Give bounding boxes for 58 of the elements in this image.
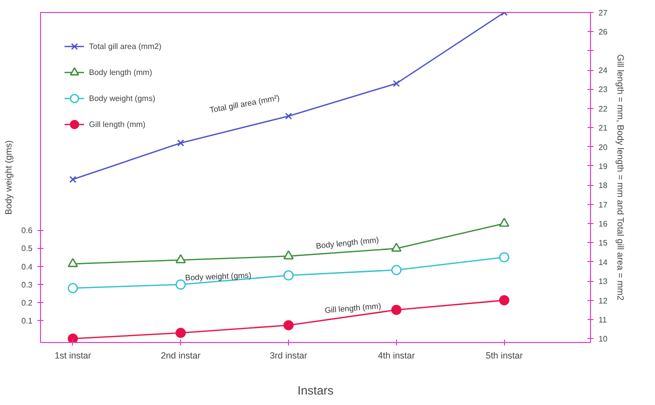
annotation: Gill length (mm) (324, 302, 382, 316)
y-tick-label: 0.5 (21, 244, 34, 254)
y-axis-title: Body weight (gms) (3, 140, 14, 215)
y2-tick-label: 23 (598, 85, 608, 94)
x-tick-label: 2nd instar (160, 350, 200, 360)
y2-tick-label: 14 (598, 258, 608, 267)
point (176, 328, 186, 338)
y-tick-label: 0.3 (21, 280, 34, 290)
point (499, 252, 510, 262)
y-tick-label: 0.6 (21, 226, 34, 236)
point (68, 334, 78, 342)
x-tick-label: 4th instar (378, 350, 415, 360)
point (177, 139, 184, 146)
point (69, 176, 76, 183)
y2-tick-label: 26 (598, 28, 608, 37)
legend-label: Body weight (gms) (89, 94, 156, 102)
point (499, 295, 510, 306)
point (499, 218, 510, 227)
y2-tick-label: 24 (598, 66, 608, 76)
y2-tick-label: 19 (598, 162, 608, 171)
y2-tick-label: 16 (598, 220, 608, 229)
annotation: Body weight (gms) (184, 270, 252, 282)
point (392, 80, 400, 87)
point (391, 264, 402, 276)
y2-tick-label: 10 (598, 334, 608, 344)
y2-tick-label: 20 (598, 142, 608, 152)
x-tick-label: 5th instar (486, 350, 523, 360)
legend-label: Total gill area (mm2) (89, 42, 162, 50)
y-tick-label: 0.2 (21, 298, 34, 308)
y-tick-label: 0.4 (21, 262, 34, 272)
annotation: Body length (mm) (316, 235, 380, 251)
y2-tick-label: 13 (598, 277, 608, 286)
y2-tick-label: 22 (598, 104, 608, 114)
y2-tick-label: 11 (598, 315, 608, 324)
legend-label: Gill length (mm) (89, 120, 146, 128)
point (391, 304, 402, 316)
point (283, 270, 294, 281)
annotation: Total gill area (mm²) (209, 93, 280, 115)
point (68, 282, 78, 294)
point (68, 258, 78, 268)
x-axis-title: Instars (297, 384, 334, 398)
y2-axis-title: Gill length = mm, Body length = mm and Total gill area = mm2 (615, 54, 626, 301)
y-tick-label: 0.1 (21, 316, 34, 326)
y2-tick-label: 12 (598, 296, 608, 306)
point (283, 250, 294, 260)
point (285, 112, 292, 120)
point (391, 242, 402, 252)
x-tick-label: 1st instar (54, 350, 92, 360)
y2-tick-label: 18 (598, 181, 608, 190)
y2-tick-label: 15 (598, 238, 608, 248)
y2-tick-label: 17 (598, 200, 608, 210)
point (283, 320, 294, 330)
x-tick-label: 3rd instar (270, 350, 308, 360)
y2-tick-label: 27 (598, 8, 608, 18)
legend-label: Body length (mm) (89, 68, 152, 76)
point (176, 254, 186, 264)
point (176, 279, 186, 290)
y2-tick-label: 21 (598, 124, 608, 133)
